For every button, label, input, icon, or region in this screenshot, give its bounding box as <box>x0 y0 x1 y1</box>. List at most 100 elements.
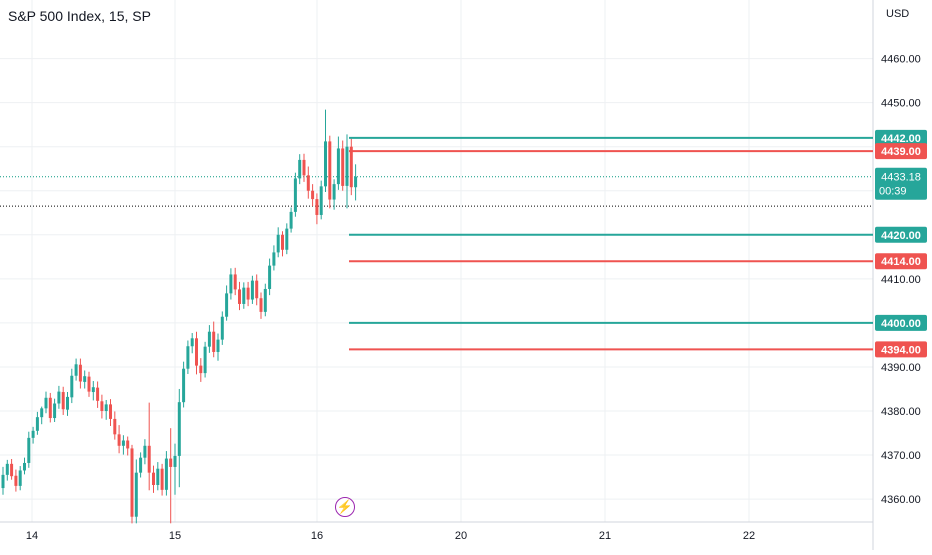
x-tick-label: 15 <box>169 530 181 542</box>
x-tick-label: 16 <box>311 530 323 542</box>
candle-body <box>281 234 284 250</box>
candle-body <box>341 148 345 186</box>
candle-body <box>186 346 190 369</box>
candle-body <box>173 455 177 467</box>
candle-body <box>349 146 353 188</box>
candle-body <box>1 474 5 489</box>
candle-body <box>190 338 194 347</box>
candle-body <box>10 463 14 477</box>
candle-body <box>35 417 39 431</box>
candle-body <box>5 463 9 475</box>
level-label-box <box>875 226 927 243</box>
candle-body <box>302 159 306 176</box>
candle-body <box>152 472 155 485</box>
y-tick-label: 4460.00 <box>881 54 921 66</box>
candle-body <box>238 289 241 304</box>
candle-body <box>66 396 69 410</box>
candle-body <box>117 434 121 446</box>
x-tick-label: 21 <box>599 530 611 542</box>
candle-body <box>242 287 246 304</box>
candle-body <box>285 228 289 250</box>
candle-body <box>113 418 117 435</box>
candle-body <box>306 175 310 191</box>
candle-body <box>345 146 349 186</box>
candle-body <box>134 472 138 517</box>
level-label-box <box>875 143 927 160</box>
y-tick-label: 4390.00 <box>881 362 921 374</box>
candle-body <box>182 368 186 403</box>
chart-title: S&P 500 Index, 15, SP <box>8 8 151 24</box>
candle-body <box>160 468 164 490</box>
candle-body <box>324 141 327 187</box>
level-label: 4400.00 <box>881 318 921 330</box>
candle-body <box>199 365 203 374</box>
candle-body <box>48 397 52 419</box>
candle-body <box>220 316 224 340</box>
x-tick-label: 14 <box>26 530 38 542</box>
candle-body <box>121 440 125 446</box>
y-tick-label: 4370.00 <box>881 450 921 462</box>
candle-body <box>272 252 276 266</box>
candle-body <box>147 445 151 473</box>
candle-body <box>203 346 207 374</box>
candle-body <box>87 376 91 392</box>
candle-body <box>354 176 358 188</box>
candle-body <box>233 274 237 290</box>
candle-body <box>259 298 263 312</box>
candle-body <box>91 387 95 393</box>
candle-body <box>53 403 57 419</box>
candle-body <box>195 338 198 366</box>
candle-body <box>212 331 216 352</box>
current-price-label: 4433.18 <box>881 172 921 184</box>
candle-body <box>255 280 259 299</box>
candle-body <box>177 402 181 456</box>
candle-body <box>70 375 74 398</box>
candle-body <box>169 458 173 467</box>
lightning-icon[interactable]: ⚡ <box>335 497 355 517</box>
y-tick-label: 4450.00 <box>881 98 921 110</box>
candle-body <box>104 404 108 411</box>
candle-body <box>143 445 147 458</box>
candle-body <box>126 440 130 449</box>
y-tick-label: 4360.00 <box>881 494 921 506</box>
y-tick-label: 4410.00 <box>881 274 921 286</box>
candle-body <box>100 401 104 411</box>
y-tick-label: 4380.00 <box>881 406 921 418</box>
level-label-box <box>875 129 927 146</box>
candle-body <box>216 339 220 352</box>
candle-body <box>263 288 267 312</box>
candle-body <box>156 468 160 485</box>
candle-body <box>96 387 100 401</box>
level-label: 4439.00 <box>881 146 921 158</box>
candle-body <box>207 331 211 347</box>
level-label: 4420.00 <box>881 230 921 242</box>
candle-body <box>319 186 323 215</box>
candle-body <box>328 141 332 200</box>
candle-body <box>14 475 18 486</box>
candle-body <box>139 457 143 473</box>
candle-body <box>109 404 112 419</box>
level-label: 4442.00 <box>881 133 921 145</box>
current-price-tag <box>875 167 927 200</box>
candle-body <box>276 234 280 253</box>
candle-body <box>250 280 254 300</box>
candle-body <box>315 199 319 215</box>
candle-body <box>336 148 340 185</box>
candle-body <box>23 462 26 471</box>
countdown-label: 00:39 <box>879 186 907 198</box>
candle-body <box>44 397 48 409</box>
candle-body <box>40 408 44 418</box>
level-label: 4414.00 <box>881 256 921 268</box>
level-label-box <box>875 253 927 270</box>
x-tick-label: 22 <box>743 530 755 542</box>
candle-body <box>57 391 61 404</box>
candle-body <box>31 430 35 438</box>
level-label: 4394.00 <box>881 344 921 356</box>
candle-body <box>289 211 293 229</box>
candle-body <box>293 178 297 212</box>
candle-body <box>229 274 233 294</box>
currency-label: USD <box>886 8 910 20</box>
candle-body <box>61 392 65 410</box>
